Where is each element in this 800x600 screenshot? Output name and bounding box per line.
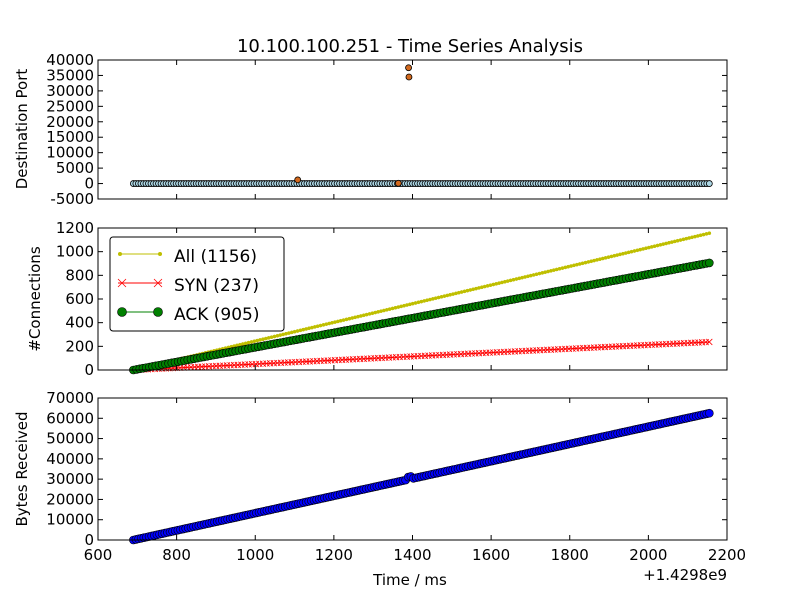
x-tick-label: 600 xyxy=(84,546,113,564)
port-point xyxy=(705,180,713,187)
chart-title: 10.100.100.251 - Time Series Analysis xyxy=(237,36,583,57)
port-outlier-point xyxy=(294,176,302,184)
y-tick-label: 1000 xyxy=(56,243,94,261)
y-tick-label: 0 xyxy=(84,361,94,379)
panel-connections: 0 200 400 600 800 1000 1200 #Connections All (… xyxy=(26,219,728,379)
port-outlier-point xyxy=(405,73,413,81)
panel-destination-port: -500005000100001500020000250003000035000… xyxy=(13,51,728,208)
y-tick-label: 25000 xyxy=(46,97,94,115)
all-series-point xyxy=(707,231,712,236)
y-tick-label: 70000 xyxy=(46,389,94,407)
y-tick-label: 60000 xyxy=(46,409,94,427)
port-outlier-point xyxy=(394,179,402,187)
y-tick-label: 1200 xyxy=(56,219,94,237)
axes-frame-port xyxy=(97,59,728,200)
panel-bytes-received: 0 10000 20000 30000 40000 50000 60000 70000 600 8… xyxy=(13,389,746,589)
y-tick-label: 600 xyxy=(65,290,94,308)
y-tick-label: 20000 xyxy=(46,113,94,131)
y-tick-label: 10000 xyxy=(46,144,94,162)
y-tick-label: 200 xyxy=(65,337,94,355)
y-tick-label: 35000 xyxy=(46,66,94,84)
bytes-point xyxy=(705,408,714,418)
legend-frame xyxy=(109,236,285,332)
legend-marker-ack xyxy=(117,307,127,317)
y-tick-label: 20000 xyxy=(46,490,94,508)
y-tick-label: 30000 xyxy=(46,470,94,488)
x-tick-label: 800 xyxy=(162,546,191,564)
legend: All (1156) SYN (237) ACK (905) xyxy=(109,236,285,332)
x-tick-label: 1200 xyxy=(315,546,353,564)
y-axis-label-connections: #Connections xyxy=(26,246,44,351)
syn-series-point xyxy=(706,338,713,346)
legend-marker-syn xyxy=(117,278,127,288)
legend-marker-syn xyxy=(153,278,163,288)
y-tick-label: 40000 xyxy=(46,51,94,69)
y-axis-label-port: Destination Port xyxy=(13,69,31,190)
x-tick-label: 1000 xyxy=(236,546,274,564)
y-tick-label: 400 xyxy=(65,314,94,332)
ack-series-point xyxy=(705,258,714,268)
axes-frame-bytes xyxy=(97,397,728,541)
y-tick-label: 10000 xyxy=(46,511,94,529)
y-tick-label: -5000 xyxy=(50,190,94,208)
legend-marker-ack xyxy=(153,307,163,317)
y-axis-label-bytes: Bytes Received xyxy=(13,411,31,526)
y-tick-label: 5000 xyxy=(56,159,94,177)
legend-label-all: All (1156) xyxy=(174,247,257,267)
x-axis-offset-label: +1.4298e9 xyxy=(643,566,727,584)
x-tick-label: 1600 xyxy=(472,546,510,564)
port-outlier-point xyxy=(405,64,412,72)
x-tick-label: 1400 xyxy=(393,546,431,564)
y-tick-label: 50000 xyxy=(46,430,94,448)
legend-label-syn: SYN (237) xyxy=(174,276,259,296)
legend-label-ack: ACK (905) xyxy=(174,305,259,325)
x-tick-label: 2000 xyxy=(629,546,667,564)
x-tick-label: 2200 xyxy=(708,546,746,564)
y-tick-label: 30000 xyxy=(46,82,94,100)
legend-marker-all xyxy=(158,252,162,256)
x-axis-label: Time / ms xyxy=(372,571,447,589)
y-tick-label: 40000 xyxy=(46,450,94,468)
legend-marker-all xyxy=(118,252,122,256)
y-tick-label: 0 xyxy=(84,531,94,549)
y-tick-label: 800 xyxy=(65,266,94,284)
y-tick-label: 15000 xyxy=(46,128,94,146)
y-tick-label: 0 xyxy=(84,175,94,193)
x-tick-label: 1800 xyxy=(551,546,589,564)
